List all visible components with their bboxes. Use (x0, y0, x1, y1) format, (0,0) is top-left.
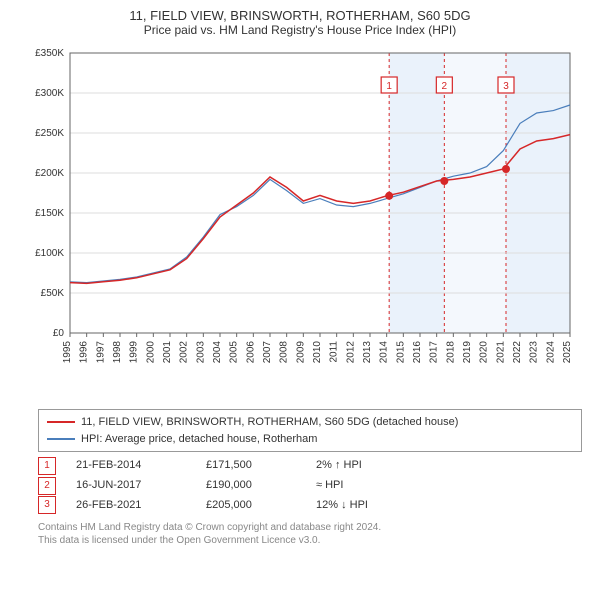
svg-text:3: 3 (503, 81, 509, 92)
svg-text:2007: 2007 (262, 341, 273, 364)
svg-text:2018: 2018 (445, 341, 456, 364)
sale-date-1: 21-FEB-2014 (76, 456, 186, 476)
svg-text:£200K: £200K (35, 168, 64, 179)
svg-text:2010: 2010 (312, 341, 323, 364)
svg-text:2016: 2016 (412, 341, 423, 364)
legend-swatch-property (47, 421, 75, 423)
svg-text:£350K: £350K (35, 48, 64, 59)
svg-text:2005: 2005 (229, 341, 240, 364)
svg-text:2011: 2011 (329, 341, 340, 363)
sale-price-2: £190,000 (206, 476, 296, 496)
sale-marker-3: 3 (38, 496, 56, 514)
svg-text:£100K: £100K (35, 248, 64, 259)
svg-text:1999: 1999 (129, 341, 140, 364)
attribution: Contains HM Land Registry data © Crown c… (38, 521, 582, 547)
svg-text:2019: 2019 (462, 341, 473, 364)
svg-text:1995: 1995 (62, 341, 73, 364)
svg-text:2: 2 (442, 81, 448, 92)
svg-text:2002: 2002 (179, 341, 190, 364)
sale-price-1: £171,500 (206, 456, 296, 476)
legend-swatch-hpi (47, 438, 75, 440)
sale-marker-1: 1 (38, 457, 56, 475)
svg-text:2025: 2025 (562, 341, 573, 364)
sales-row-3: 3 26-FEB-2021 £205,000 12% ↓ HPI (38, 496, 582, 516)
legend-box: 11, FIELD VIEW, BRINSWORTH, ROTHERHAM, S… (38, 409, 582, 452)
sales-row-1: 1 21-FEB-2014 £171,500 2% ↑ HPI (38, 456, 582, 476)
sale-date-2: 16-JUN-2017 (76, 476, 186, 496)
svg-text:2008: 2008 (279, 341, 290, 364)
legend-label-property: 11, FIELD VIEW, BRINSWORTH, ROTHERHAM, S… (81, 414, 458, 431)
attribution-line1: Contains HM Land Registry data © Crown c… (38, 521, 582, 534)
svg-text:2024: 2024 (545, 341, 556, 364)
svg-text:2022: 2022 (512, 341, 523, 364)
svg-text:2014: 2014 (379, 341, 390, 364)
svg-text:2013: 2013 (362, 341, 373, 364)
sale-diff-1: 2% ↑ HPI (316, 456, 436, 476)
svg-text:2009: 2009 (295, 341, 306, 364)
svg-text:2001: 2001 (162, 341, 173, 364)
attribution-line2: This data is licensed under the Open Gov… (38, 534, 582, 547)
svg-text:2023: 2023 (529, 341, 540, 364)
svg-text:2006: 2006 (245, 341, 256, 364)
sales-table: 1 21-FEB-2014 £171,500 2% ↑ HPI 2 16-JUN… (38, 456, 582, 515)
svg-text:1996: 1996 (79, 341, 90, 364)
svg-text:1997: 1997 (95, 341, 106, 364)
svg-text:£300K: £300K (35, 88, 64, 99)
svg-text:£0: £0 (53, 328, 65, 339)
legend-row-property: 11, FIELD VIEW, BRINSWORTH, ROTHERHAM, S… (47, 414, 573, 431)
svg-text:£50K: £50K (41, 288, 65, 299)
svg-text:1998: 1998 (112, 341, 123, 364)
price-chart: £0 £50K £100K £150K £200K £250K £300K £350K 1995… (20, 43, 580, 403)
svg-text:£250K: £250K (35, 128, 64, 139)
svg-text:2020: 2020 (479, 341, 490, 364)
sale-diff-3: 12% ↓ HPI (316, 496, 436, 516)
svg-text:2015: 2015 (395, 341, 406, 364)
chart-title-line1: 11, FIELD VIEW, BRINSWORTH, ROTHERHAM, S… (8, 8, 592, 23)
sales-row-2: 2 16-JUN-2017 £190,000 ≈ HPI (38, 476, 582, 496)
legend-label-hpi: HPI: Average price, detached house, Roth… (81, 431, 317, 448)
sale-marker-2: 2 (38, 477, 56, 495)
svg-text:2021: 2021 (495, 341, 506, 364)
svg-text:2000: 2000 (145, 341, 156, 364)
sale-price-3: £205,000 (206, 496, 296, 516)
svg-text:£150K: £150K (35, 208, 64, 219)
svg-text:2012: 2012 (345, 341, 356, 364)
svg-text:2017: 2017 (429, 341, 440, 364)
svg-text:1: 1 (386, 81, 392, 92)
sale-diff-2: ≈ HPI (316, 476, 436, 496)
chart-title-line2: Price paid vs. HM Land Registry's House … (8, 23, 592, 37)
sale-date-3: 26-FEB-2021 (76, 496, 186, 516)
svg-text:2003: 2003 (195, 341, 206, 364)
svg-text:2004: 2004 (212, 341, 223, 364)
chart-svg: £0 £50K £100K £150K £200K £250K £300K £350K 1995… (20, 43, 580, 403)
legend-row-hpi: HPI: Average price, detached house, Roth… (47, 431, 573, 448)
